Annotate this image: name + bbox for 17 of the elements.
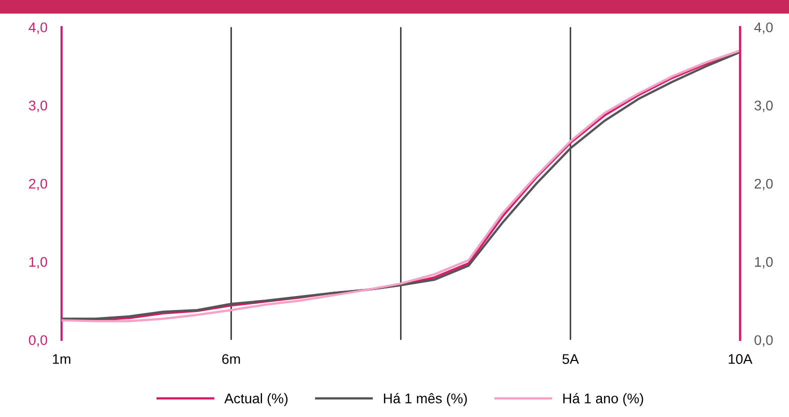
y2-tick-label: 1,0 <box>755 257 773 268</box>
y2-tick-label: 2,0 <box>754 178 773 190</box>
x-tick-label: 5A <box>562 354 579 364</box>
legend-label: Há 1 ano (%) <box>563 393 644 406</box>
y2-tick-label: 0,0 <box>754 335 773 347</box>
y2-tick-label: 3,0 <box>754 100 773 112</box>
y-tick-label: 3,0 <box>28 100 48 112</box>
y-tick-label: 2,0 <box>29 178 48 190</box>
x-tick-label: 6m <box>222 354 240 364</box>
x-tick-label: 10A <box>728 354 752 364</box>
y-tick-label: 4,0 <box>28 22 48 34</box>
legend-label: Há 1 mês (%) <box>384 393 467 406</box>
x-tick-label: 1m <box>52 354 70 364</box>
legend-label: Actual (%) <box>224 393 288 406</box>
y2-tick-label: 4,0 <box>754 22 773 34</box>
y-tick-label: 0,0 <box>28 335 48 347</box>
y-tick-label: 1,0 <box>29 257 48 268</box>
